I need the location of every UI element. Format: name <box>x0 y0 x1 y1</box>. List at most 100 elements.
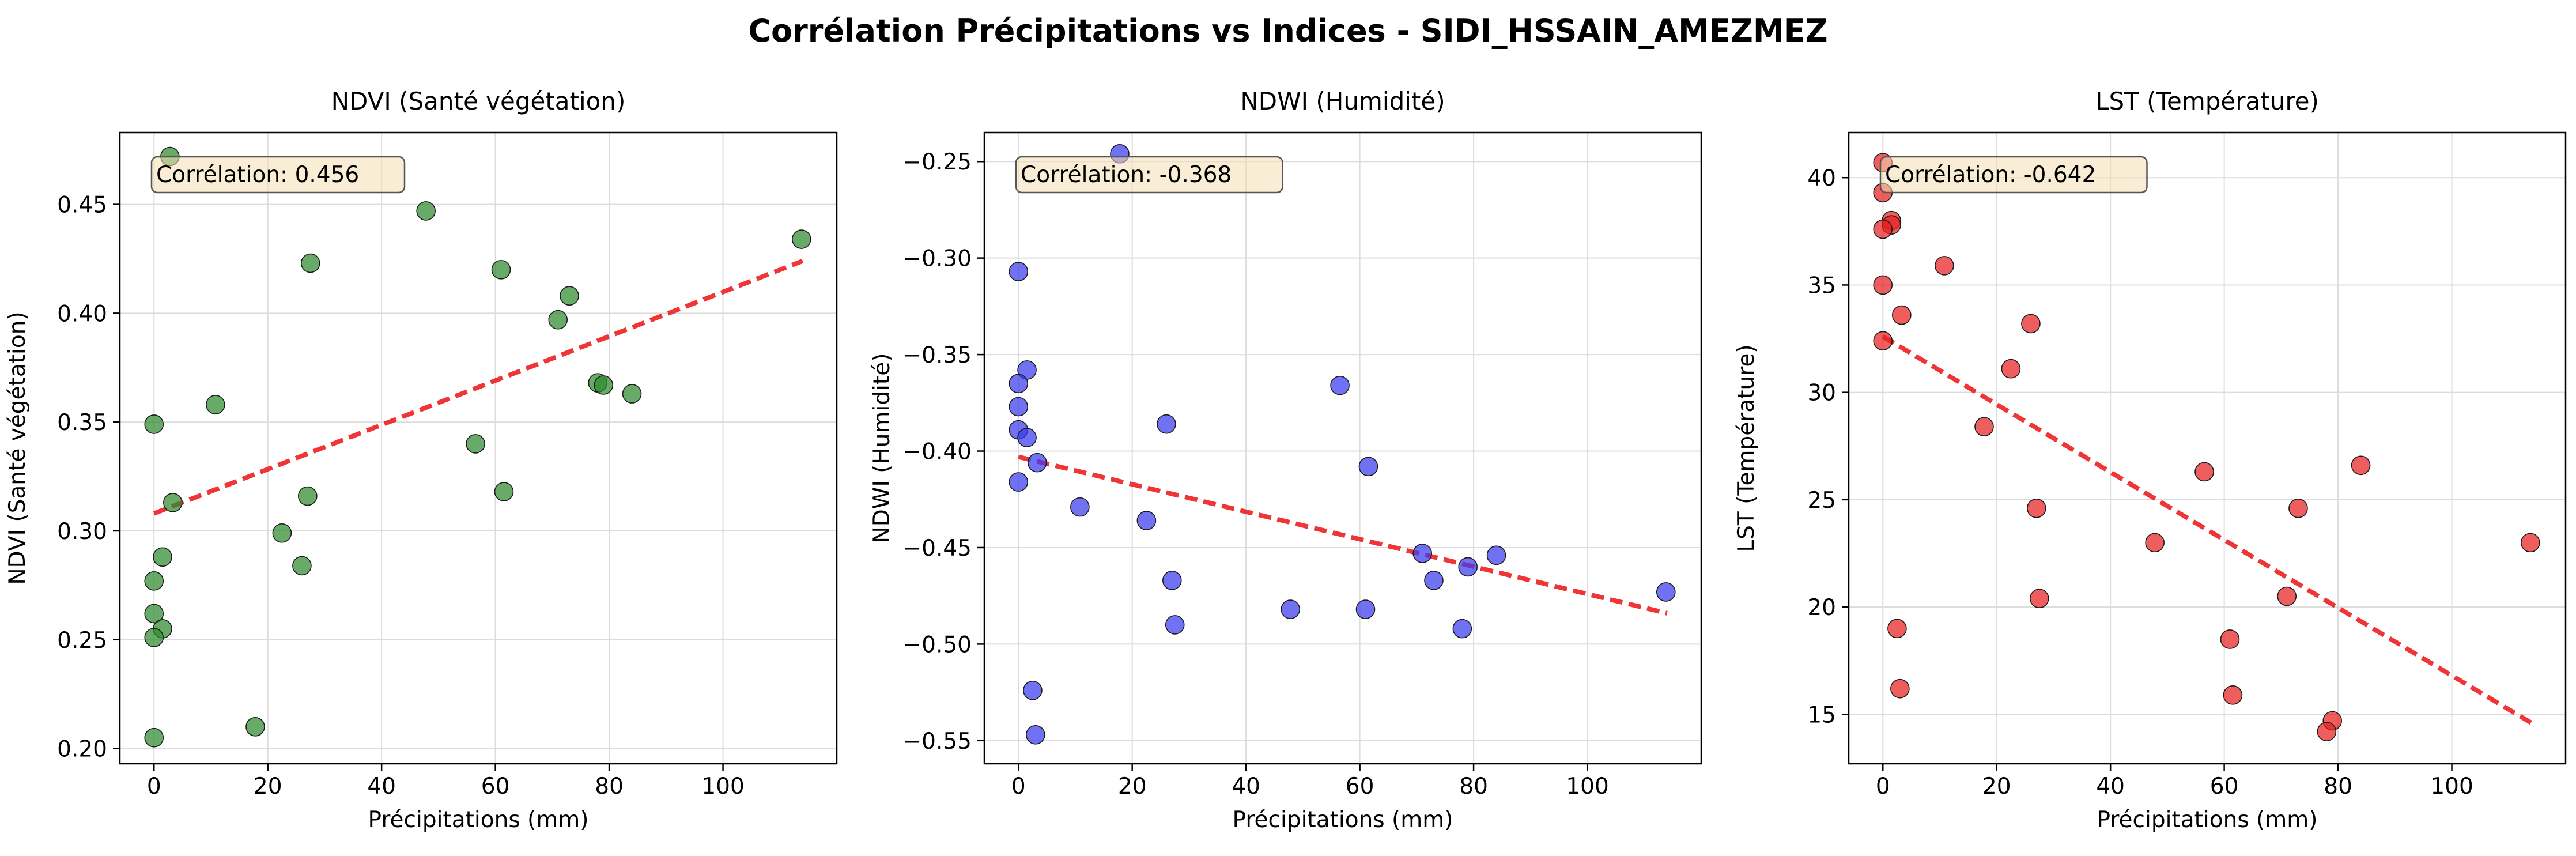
data-point <box>1009 262 1029 281</box>
x-tick-label: 100 <box>2430 774 2473 800</box>
data-point <box>153 547 172 567</box>
axes-frame <box>1848 131 2567 765</box>
data-point <box>292 556 312 576</box>
x-tick-label: 100 <box>1566 774 1608 800</box>
data-point <box>1974 417 1994 437</box>
y-axis-label: NDVI (Santé végétation) <box>5 311 31 585</box>
axes-frame <box>119 131 838 765</box>
x-tick-label: 0 <box>1011 774 1026 800</box>
data-point <box>2029 589 2049 609</box>
panel-title: NDWI (Humidité) <box>1240 87 1445 115</box>
data-point <box>494 482 514 501</box>
y-tick-label: −0.50 <box>902 632 972 658</box>
data-point <box>2520 533 2540 553</box>
panel-title: NDVI (Santé végétation) <box>331 87 626 115</box>
x-axis-label: Précipitations (mm) <box>2097 807 2318 833</box>
data-point <box>144 604 164 624</box>
y-tick-label: 25 <box>1807 488 1836 514</box>
x-tick-label: 40 <box>367 774 396 800</box>
y-tick-label: 0.35 <box>57 410 107 436</box>
x-tick-label: 60 <box>481 774 510 800</box>
data-point <box>1458 557 1478 577</box>
data-point <box>466 434 485 454</box>
y-tick-label: −0.40 <box>902 439 972 465</box>
data-point <box>1412 544 1433 563</box>
y-tick-label: −0.35 <box>902 342 972 368</box>
x-tick-label: 20 <box>1118 774 1147 800</box>
x-tick-label: 80 <box>2324 774 2352 800</box>
data-point <box>2027 498 2046 518</box>
data-point <box>1486 545 1506 565</box>
data-point <box>2021 314 2041 334</box>
y-tick-label: 15 <box>1807 702 1836 728</box>
data-point <box>594 375 614 395</box>
data-point <box>1935 256 1954 276</box>
data-point <box>144 414 164 434</box>
data-point <box>272 523 292 543</box>
data-point <box>2277 586 2297 606</box>
trend-line <box>1882 334 2533 725</box>
y-tick-label: 30 <box>1807 380 1836 406</box>
data-point <box>144 727 164 748</box>
data-point <box>1136 511 1157 530</box>
data-point <box>1890 678 1910 699</box>
y-tick-label: 40 <box>1807 165 1836 191</box>
panel-2: 0 20 40 60 80 100 −0.55 −0.50 −0.45 −0.40 −0.35 −0.… <box>869 87 1702 833</box>
y-tick-label: 35 <box>1807 273 1836 299</box>
x-tick-label: 80 <box>595 774 624 800</box>
data-point <box>245 717 265 737</box>
x-tick-label: 0 <box>147 774 161 800</box>
correlation-box <box>1879 156 2148 194</box>
data-point <box>298 486 318 506</box>
x-tick-label: 100 <box>701 774 744 800</box>
y-tick-label: 0.25 <box>57 628 107 654</box>
correlation-label: Corrélation: -0.368 <box>1021 162 1232 188</box>
data-point <box>1162 571 1182 590</box>
panel-3: 0 20 40 60 80 100 15 20 25 30 35 40 LST (Température… <box>1733 87 2567 833</box>
data-point <box>1017 428 1037 447</box>
data-point <box>1281 599 1300 619</box>
x-tick-label: 60 <box>2210 774 2239 800</box>
panels: 0 20 40 60 80 100 0.20 0.25 0.30 0.35 0.40 0.45 NDVI… <box>5 87 2567 833</box>
panel-1: 0 20 40 60 80 100 0.20 0.25 0.30 0.35 0.40 0.45 NDVI… <box>5 87 838 833</box>
data-point <box>416 201 436 221</box>
x-axis-label: Précipitations (mm) <box>368 807 589 833</box>
correlation-box <box>1015 156 1283 194</box>
correlation-label: Corrélation: 0.456 <box>156 162 359 188</box>
data-point <box>491 260 511 280</box>
data-point <box>2223 685 2243 705</box>
data-point <box>1873 275 1893 295</box>
data-point <box>1424 571 1444 590</box>
data-point <box>1873 331 1893 351</box>
x-tick-label: 80 <box>1459 774 1488 800</box>
trend-line <box>153 259 804 516</box>
data-point <box>1355 599 1376 619</box>
data-point <box>1330 375 1350 395</box>
data-point <box>791 229 811 249</box>
y-tick-label: 20 <box>1807 595 1836 621</box>
data-point <box>2001 359 2021 379</box>
data-point <box>206 395 225 414</box>
x-tick-label: 20 <box>254 774 282 800</box>
data-point <box>548 310 568 330</box>
data-point <box>1157 414 1176 434</box>
data-point <box>1028 452 1047 473</box>
correlation-box <box>150 156 406 194</box>
data-point <box>1873 219 1893 239</box>
data-point <box>1026 725 1045 745</box>
y-axis-label: NDWI (Humidité) <box>869 353 895 544</box>
data-point <box>163 493 183 512</box>
data-point <box>144 571 164 591</box>
data-point <box>2145 533 2165 553</box>
y-tick-label: −0.45 <box>902 536 972 561</box>
y-tick-label: 0.20 <box>57 737 107 763</box>
x-tick-label: 0 <box>1876 774 1890 800</box>
y-axis-label: LST (Température) <box>1733 344 1759 552</box>
x-tick-label: 20 <box>1982 774 2011 800</box>
data-point <box>2351 455 2371 476</box>
data-point <box>2194 462 2214 482</box>
data-point <box>622 384 642 404</box>
data-point <box>1023 680 1043 700</box>
